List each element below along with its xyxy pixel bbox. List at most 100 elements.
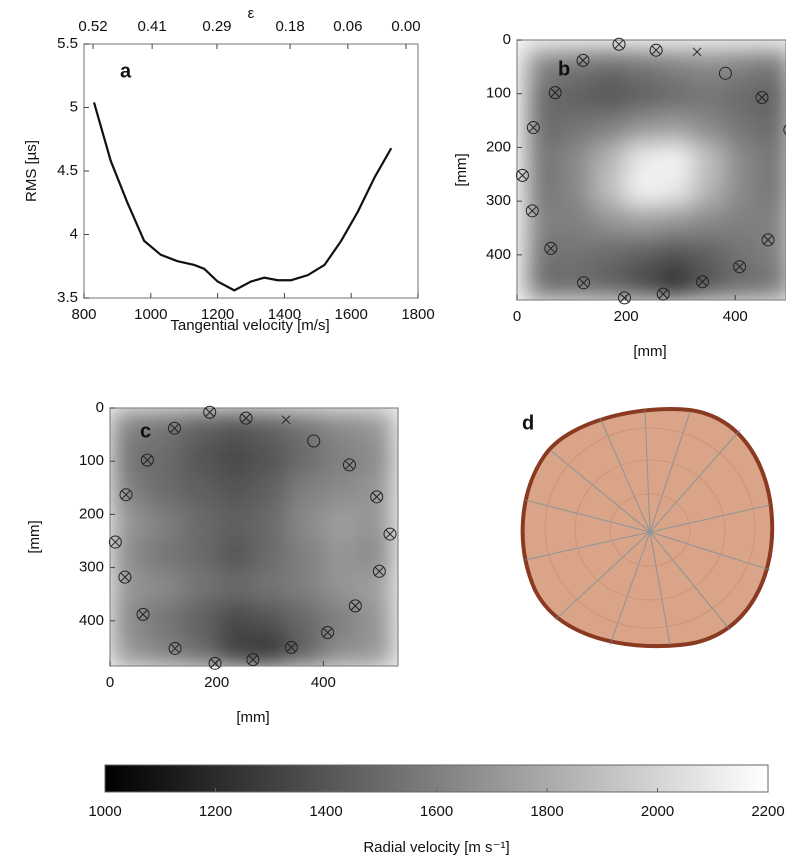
- heatmap-cell: [112, 538, 149, 571]
- heatmap-cell: [527, 174, 562, 206]
- heatmap-cell: [217, 442, 254, 475]
- heatmap-cell: [691, 81, 725, 114]
- sensor: [284, 640, 298, 654]
- sensor-ring: [348, 599, 362, 613]
- heatmap-cell: [322, 474, 359, 507]
- sensor-cross: [658, 289, 668, 299]
- heatmap-cell: [217, 602, 254, 635]
- heatmap-cell: [322, 538, 359, 571]
- sensor-ring: [656, 287, 670, 301]
- y-axis-label: [mm]: [26, 520, 43, 553]
- sensor-cross: [578, 56, 588, 65]
- sensor: [696, 275, 710, 289]
- heatmap-cell: [593, 266, 627, 299]
- sensor-ring: [696, 275, 710, 289]
- sensor-cross: [350, 601, 360, 611]
- sensor-ring: [108, 535, 122, 549]
- sensor-cross: [620, 293, 629, 303]
- sensor: [168, 641, 182, 655]
- heatmap-cell: [357, 506, 394, 539]
- y-tick-label: 0: [96, 399, 104, 416]
- sensor: [526, 121, 540, 135]
- y-tick-label: 0: [503, 31, 511, 48]
- sensor-cross: [546, 244, 556, 253]
- heatmap-cell: [217, 634, 254, 666]
- x-tick-label: 1200: [201, 306, 234, 323]
- heatmap-cell: [287, 538, 324, 571]
- sensor-cross: [550, 88, 560, 97]
- colorbar-tick-label: 2200: [751, 803, 784, 820]
- heatmap-cell: [322, 570, 359, 603]
- heatmap-cell: [147, 570, 184, 603]
- x2-tick-label: 0.06: [333, 18, 362, 35]
- heatmap-cell: [287, 602, 324, 635]
- colorbar-tick-label: 1800: [530, 803, 563, 820]
- sensor: [140, 453, 154, 467]
- heatmap-cell: [322, 634, 359, 666]
- heatmap-cell: [658, 112, 693, 144]
- heatmap-cell: [182, 474, 219, 507]
- heatmap-cell: [724, 236, 758, 268]
- heatmap-cell: [691, 50, 725, 83]
- x-tick-label: 400: [723, 308, 748, 325]
- y-tick-label: 100: [79, 452, 104, 469]
- sensor: [208, 656, 222, 670]
- sensor-cross: [241, 413, 251, 423]
- sensor-ring: [783, 124, 786, 135]
- sensor: [370, 490, 384, 504]
- sensor: [108, 535, 122, 549]
- sensor-cross: [138, 610, 148, 619]
- sensor: [136, 607, 150, 621]
- sensor-ring: [755, 90, 769, 104]
- y-tick-label: 300: [79, 559, 104, 576]
- sensor-cross: [529, 123, 538, 132]
- heatmap-cell: [593, 236, 627, 268]
- panel-label: c: [140, 420, 151, 442]
- sensor: [783, 124, 786, 135]
- colorbar-tick-label: 1400: [309, 803, 342, 820]
- sensor-cross: [142, 455, 152, 465]
- heatmap-cell: [252, 570, 289, 603]
- sensor-ring: [168, 421, 182, 435]
- heatmap-cell: [658, 81, 693, 114]
- sensor: [617, 291, 631, 305]
- sensor-ring: [548, 86, 562, 100]
- heatmap-cell: [527, 205, 562, 237]
- sensor-cross: [110, 537, 120, 547]
- heatmap-cell: [560, 174, 594, 206]
- sensor: [576, 53, 590, 67]
- heatmap-cell: [357, 602, 394, 635]
- heatmap-cell: [626, 236, 660, 268]
- sensor-cross: [735, 262, 744, 272]
- sensor-cross: [205, 407, 215, 417]
- sensor-cross: [286, 643, 296, 652]
- x2-axis-label: ε: [248, 5, 255, 22]
- heatmap-cell: [112, 634, 149, 666]
- colorbar: [104, 764, 769, 793]
- sensor: [656, 287, 670, 301]
- y-tick-label: 400: [486, 246, 511, 263]
- heatmap-cell: [287, 474, 324, 507]
- heatmap-cell: [287, 442, 324, 475]
- sensor: [649, 43, 663, 57]
- heatmap-cell: [182, 410, 219, 444]
- heatmap-cell: [593, 205, 627, 237]
- sensor-cross: [518, 171, 527, 180]
- heatmap-cell: [658, 50, 693, 83]
- sensor-ring: [733, 260, 747, 274]
- heatmap-cell: [182, 602, 219, 635]
- heatmap-cell: [560, 112, 594, 144]
- heatmap-cell: [252, 602, 289, 635]
- x-tick-label: 200: [614, 308, 639, 325]
- sensor: [246, 653, 260, 667]
- sensor-ring: [140, 453, 154, 467]
- sensor-cross: [248, 655, 258, 664]
- x-tick-label: 1400: [268, 306, 301, 323]
- heatmap-cell: [757, 236, 786, 268]
- sensor-ring: [284, 640, 298, 654]
- heatmap-cell: [322, 442, 359, 475]
- heatmap-cell: [626, 174, 660, 206]
- heatmap-cell: [560, 81, 594, 114]
- sensor: [372, 564, 386, 578]
